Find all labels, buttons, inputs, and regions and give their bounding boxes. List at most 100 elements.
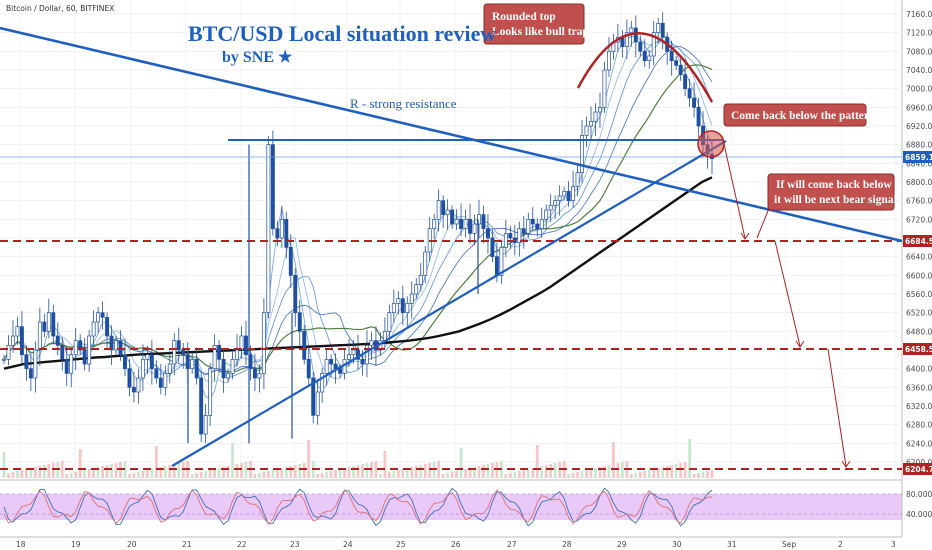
volume-bar (87, 469, 91, 478)
y-tick-label: 6960.0 (906, 103, 932, 112)
volume-bar (396, 470, 400, 478)
volume-bar (208, 470, 212, 478)
volume-bar (401, 469, 405, 478)
candle-body (409, 293, 414, 304)
x-tick-label: 28 (562, 540, 572, 549)
volume-bar (706, 471, 709, 478)
chart-subtitle: by SNE ★ (222, 49, 293, 66)
volume-bar (33, 467, 37, 478)
x-tick-label: 19 (71, 540, 81, 549)
candle-body (566, 190, 571, 202)
candle-body (145, 354, 150, 360)
candle-body (194, 358, 199, 379)
volume-bar (298, 464, 302, 478)
note3-pointer (756, 205, 771, 239)
volume-bar (549, 464, 553, 478)
candle-body (499, 246, 504, 276)
candle-body (584, 125, 589, 136)
volume-bar (244, 462, 248, 478)
candle-body (530, 218, 535, 225)
rsi-tick-label: 40.0000 (906, 510, 932, 519)
volume-bar (69, 473, 73, 478)
volume-bar (504, 474, 508, 478)
volume-bar (29, 468, 33, 478)
candle-body (391, 302, 396, 314)
volume-bar (222, 467, 225, 478)
candle-body (629, 27, 634, 34)
candle-body (481, 214, 486, 230)
arrow-3-head (841, 460, 851, 468)
volume-bar (266, 471, 270, 478)
candle-body (315, 391, 320, 416)
y-tick-label: 7080.0 (906, 47, 932, 56)
candle-body (217, 344, 222, 360)
candle-body (485, 228, 490, 239)
volume-bar (544, 465, 548, 478)
candle-body (365, 344, 369, 365)
volume-bar (60, 461, 64, 478)
candle-body (297, 312, 302, 332)
volume-bar (20, 470, 24, 478)
candle-body (347, 354, 351, 360)
volume-bar (334, 470, 337, 478)
candle-body (400, 298, 405, 314)
volume-bar (38, 466, 42, 478)
candle-body (436, 200, 441, 220)
arrow-2 (774, 240, 801, 347)
volume-bar (280, 468, 284, 478)
candle-body (82, 349, 87, 365)
candle-body (508, 232, 513, 239)
candle-body (517, 228, 522, 244)
volume-bar (540, 466, 544, 478)
volume-bar (258, 473, 261, 478)
volume-bar (190, 474, 194, 478)
arrow-3 (827, 348, 847, 467)
volume-bar (352, 466, 355, 478)
candle-body (454, 218, 459, 225)
volume-bar (701, 472, 705, 478)
note3-line2: it will be next bear signal (774, 194, 897, 206)
x-tick-label: 3 (891, 540, 896, 549)
candle-body (203, 414, 208, 435)
volume-bar (620, 462, 624, 478)
volume-bar (356, 465, 360, 478)
candle-body (553, 200, 558, 206)
grid (0, 0, 902, 478)
volume-bar (329, 471, 333, 478)
candle-body (633, 27, 638, 43)
volume-bar (42, 465, 46, 478)
candle-body (114, 340, 118, 351)
volume-bar (347, 467, 351, 478)
volume-bar (128, 474, 131, 478)
candle-body (526, 218, 531, 234)
volume-bar (468, 468, 472, 478)
candle-body (642, 50, 647, 62)
candle-body (432, 218, 437, 230)
candle-body (24, 354, 29, 370)
volume-bar (7, 473, 10, 478)
candle-body (181, 349, 186, 356)
volume-bar (195, 473, 199, 478)
volume-bar (428, 463, 432, 478)
x-tick-label: 26 (451, 540, 461, 549)
volume-bar (589, 469, 593, 478)
candle-body (100, 312, 105, 318)
volume-bar (585, 470, 588, 478)
volume-bar (477, 466, 481, 478)
candle-body (235, 349, 239, 360)
volume-bar (629, 474, 633, 478)
volume-bar (343, 468, 346, 478)
note-rounded-top: Rounded top Looks like bull trap! (483, 3, 593, 45)
candle-body (19, 326, 24, 356)
y-tick-label: 6280.0 (906, 421, 932, 430)
candle-body (360, 358, 365, 365)
candle-body (167, 363, 172, 374)
volume-bar (101, 466, 104, 478)
volume-bar (316, 474, 320, 478)
y-tick-label: 6200.0 (906, 458, 932, 467)
volume-bar (665, 466, 669, 478)
x-tick-label: 24 (343, 540, 353, 549)
volume-bar (473, 467, 476, 478)
candles (2, 12, 714, 444)
candle-body (270, 144, 275, 230)
